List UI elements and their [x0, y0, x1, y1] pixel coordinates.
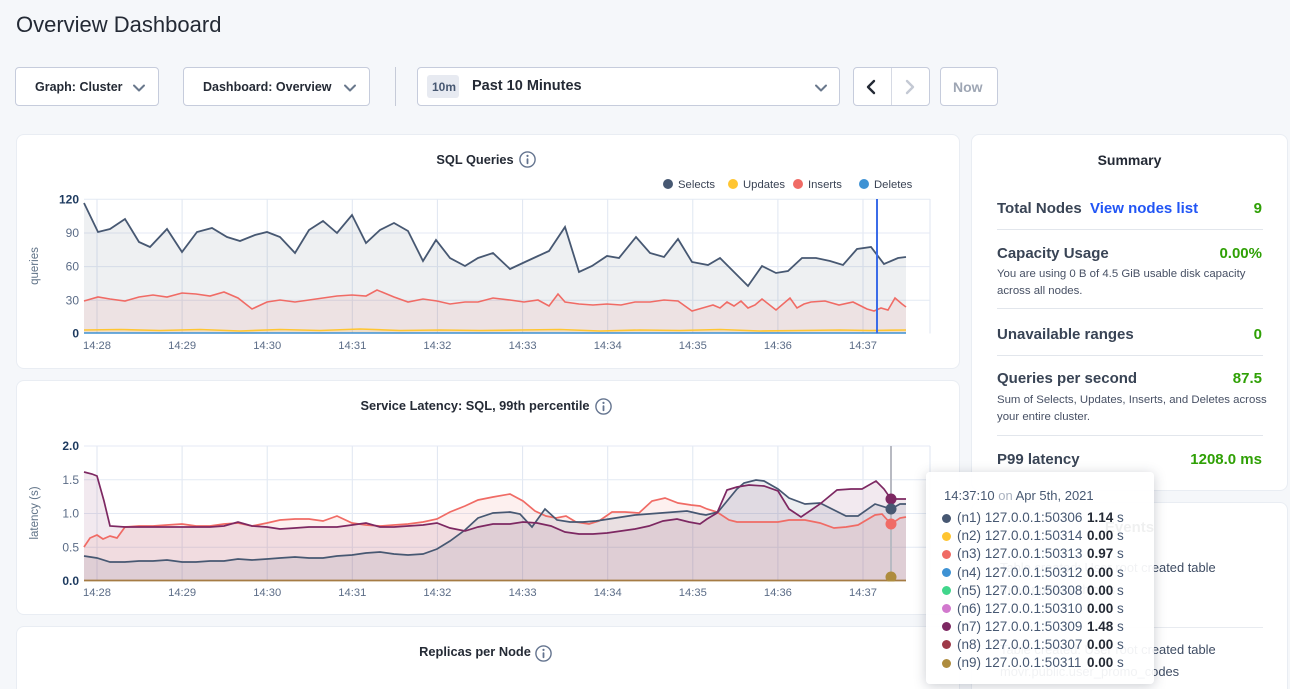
svg-text:14:37: 14:37	[849, 340, 877, 352]
svg-text:1.5: 1.5	[62, 473, 79, 487]
svg-text:14:36: 14:36	[764, 587, 792, 599]
svg-text:14:33: 14:33	[509, 340, 537, 352]
svg-text:14:30: 14:30	[253, 587, 281, 599]
svg-text:14:35: 14:35	[679, 340, 707, 352]
svg-text:1.0: 1.0	[62, 507, 79, 521]
svg-text:latency (s): latency (s)	[29, 486, 41, 539]
svg-text:14:31: 14:31	[338, 340, 366, 352]
svg-text:90: 90	[66, 226, 80, 240]
svg-text:0.5: 0.5	[62, 540, 79, 554]
svg-text:14:29: 14:29	[168, 587, 196, 599]
svg-text:Deletes: Deletes	[874, 179, 913, 191]
svg-text:14:29: 14:29	[168, 340, 196, 352]
svg-text:Inserts: Inserts	[808, 179, 842, 191]
svg-text:queries: queries	[29, 247, 41, 285]
svg-text:14:34: 14:34	[594, 587, 622, 599]
svg-text:Updates: Updates	[743, 179, 785, 191]
svg-text:14:32: 14:32	[423, 587, 451, 599]
svg-text:14:32: 14:32	[423, 340, 451, 352]
svg-text:2.0: 2.0	[62, 439, 79, 453]
svg-text:120: 120	[59, 192, 79, 206]
svg-text:0: 0	[72, 327, 79, 341]
svg-text:60: 60	[66, 260, 80, 274]
svg-text:14:37: 14:37	[849, 587, 877, 599]
svg-text:0.0: 0.0	[62, 574, 79, 588]
svg-text:14:30: 14:30	[253, 340, 281, 352]
svg-text:30: 30	[66, 293, 80, 307]
svg-text:14:34: 14:34	[594, 340, 622, 352]
svg-text:14:36: 14:36	[764, 340, 792, 352]
svg-text:14:31: 14:31	[338, 587, 366, 599]
svg-text:14:33: 14:33	[509, 587, 537, 599]
svg-text:14:35: 14:35	[679, 587, 707, 599]
svg-text:14:28: 14:28	[83, 587, 111, 599]
svg-text:Selects: Selects	[678, 179, 715, 191]
svg-text:14:28: 14:28	[83, 340, 111, 352]
